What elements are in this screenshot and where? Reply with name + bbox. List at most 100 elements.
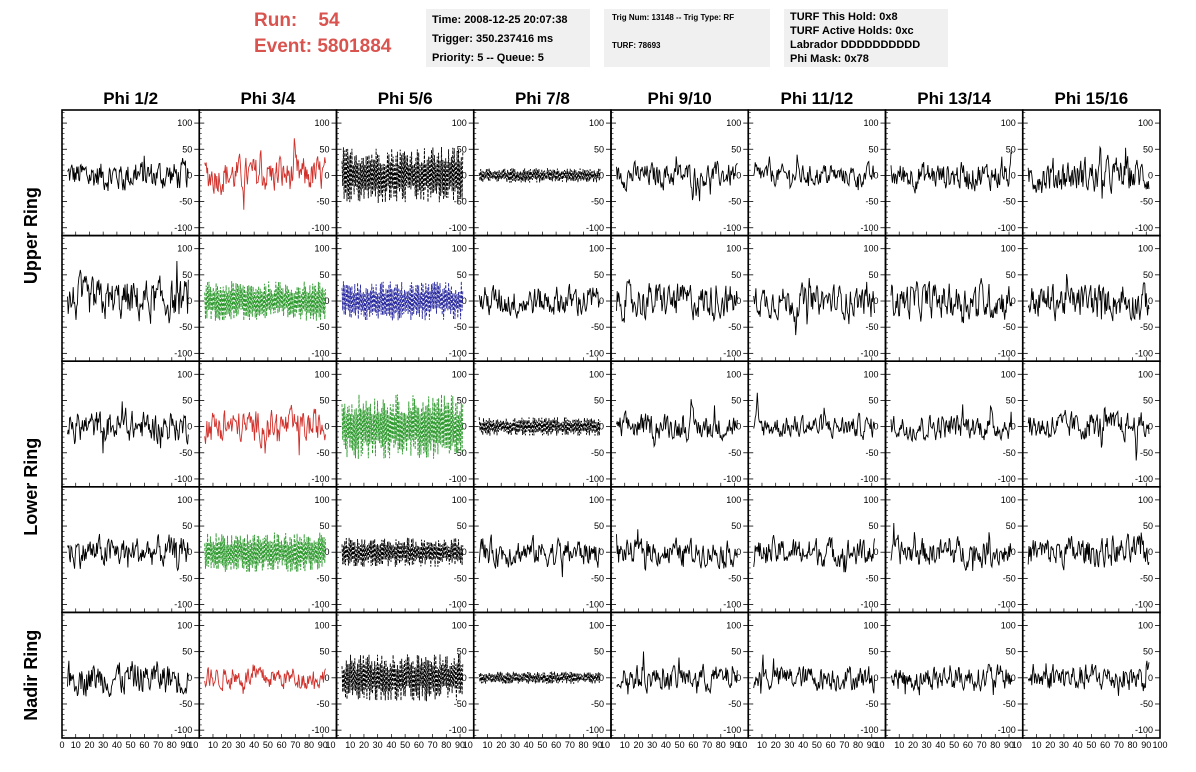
- panel-r2-c7: -100 -50 0 50 100: [884, 234, 1024, 363]
- waveform-trace: [341, 281, 464, 321]
- column-header-8: Phi 15/16: [1055, 89, 1129, 108]
- y-tick-label: 100: [314, 620, 329, 630]
- y-tick-label: 100: [1001, 244, 1016, 254]
- panel-frame: [198, 611, 338, 739]
- y-tick-label: 50: [1143, 270, 1153, 280]
- y-tick-label: 100: [863, 620, 878, 630]
- y-tick-label: 0: [187, 422, 192, 432]
- y-tick-label: -100: [1135, 600, 1153, 610]
- y-tick-label: -100: [723, 348, 741, 358]
- y-tick-label: -100: [311, 600, 329, 610]
- y-tick-label: 100: [177, 620, 192, 630]
- panel-r3-c4: -100 -50 0 50 100: [472, 360, 612, 488]
- y-tick-label: 0: [324, 170, 329, 180]
- x-tick-label: 30: [1059, 740, 1069, 750]
- y-tick-label: -50: [1140, 573, 1153, 583]
- y-tick-label: -50: [865, 573, 878, 583]
- y-tick-label: 0: [1148, 547, 1153, 557]
- waveform-trace: [890, 278, 1013, 324]
- y-tick-label: -100: [174, 725, 192, 735]
- x-tick-label: 80: [304, 740, 314, 750]
- panel-r2-c6: -100 -50 0 50 100: [747, 234, 887, 363]
- y-tick-label: 0: [599, 296, 604, 306]
- y-tick-label: 100: [1138, 495, 1153, 505]
- x-tick-label: 50: [949, 740, 959, 750]
- y-tick-label: 0: [1148, 422, 1153, 432]
- y-tick-label: 0: [736, 296, 741, 306]
- waveform-trace: [341, 394, 464, 460]
- x-tick-label: 10: [600, 740, 610, 750]
- x-tick-label: 30: [922, 740, 932, 750]
- x-tick-label: 70: [290, 740, 300, 750]
- y-tick-label: -50: [591, 699, 604, 709]
- y-tick-label: 50: [182, 521, 192, 531]
- y-tick-label: -50: [316, 699, 329, 709]
- y-tick-label: 0: [187, 170, 192, 180]
- panel-r3-c7: -100 -50 0 50 100: [884, 360, 1024, 488]
- waveform-trace: [67, 155, 189, 192]
- y-tick-label: -50: [179, 573, 192, 583]
- x-tick-label: 40: [798, 740, 808, 750]
- x-tick-label: 80: [853, 740, 863, 750]
- waveform-trace: [890, 663, 1013, 696]
- y-tick-label: 0: [187, 547, 192, 557]
- x-tick-label: 90: [455, 740, 465, 750]
- y-tick-label: -100: [723, 725, 741, 735]
- y-tick-label: 0: [324, 296, 329, 306]
- y-tick-label: 50: [731, 395, 741, 405]
- panel-frame: [472, 485, 612, 614]
- y-tick-label: 100: [314, 495, 329, 505]
- y-tick-label: -100: [998, 600, 1016, 610]
- y-tick-label: 0: [462, 422, 467, 432]
- y-tick-label: 0: [873, 547, 878, 557]
- panel-frame: [610, 360, 750, 488]
- waveform-trace: [204, 664, 326, 694]
- panel-r1-c8: -100 -50 0 50 100: [1021, 109, 1161, 237]
- y-tick-label: -100: [723, 600, 741, 610]
- waveform-trace: [478, 417, 601, 436]
- y-tick-label: 0: [324, 422, 329, 432]
- y-tick-label: -50: [1003, 573, 1016, 583]
- y-tick-label: -100: [586, 725, 604, 735]
- waveform-trace: [67, 401, 189, 454]
- y-tick-label: -50: [865, 322, 878, 332]
- y-tick-label: -100: [174, 474, 192, 484]
- y-tick-label: 0: [599, 673, 604, 683]
- y-tick-label: -50: [1140, 699, 1153, 709]
- waveform-trace: [753, 534, 875, 573]
- y-tick-label: 0: [599, 170, 604, 180]
- y-tick-label: -50: [454, 448, 467, 458]
- panel-r2-c2: -100 -50 0 50 100: [198, 234, 338, 363]
- panel-r2-c5: -100 -50 0 50 100: [610, 234, 750, 363]
- column-header-5: Phi 9/10: [647, 89, 711, 108]
- run-event-block: Run: 54 Event: 5801884: [254, 8, 391, 60]
- waveform-trace: [753, 392, 875, 441]
- y-tick-label: -100: [860, 600, 878, 610]
- y-tick-label: 100: [1001, 118, 1016, 128]
- x-tick-label: 90: [592, 740, 602, 750]
- y-tick-label: -100: [998, 725, 1016, 735]
- y-tick-label: 50: [1143, 144, 1153, 154]
- time-line: Time: 2008-12-25 20:07:38: [432, 14, 568, 26]
- y-tick-label: -50: [316, 448, 329, 458]
- y-tick-label: 50: [1006, 270, 1016, 280]
- y-tick-label: 50: [868, 521, 878, 531]
- y-tick-label: 50: [1143, 395, 1153, 405]
- y-tick-label: -50: [179, 322, 192, 332]
- x-tick-label: 10: [737, 740, 747, 750]
- x-tick-label: 10: [71, 740, 81, 750]
- y-tick-label: -50: [728, 699, 741, 709]
- y-tick-label: -50: [591, 197, 604, 207]
- x-tick-label: 20: [496, 740, 506, 750]
- x-tick-label: 20: [84, 740, 94, 750]
- y-tick-label: 0: [462, 170, 467, 180]
- y-tick-label: -50: [865, 448, 878, 458]
- y-tick-label: 0: [1148, 673, 1153, 683]
- panel-frame: [198, 485, 338, 614]
- panel-frame: [747, 234, 887, 363]
- y-tick-label: 100: [726, 495, 741, 505]
- x-tick-label: 10: [325, 740, 335, 750]
- x-tick-label: 30: [235, 740, 245, 750]
- waveform-trace: [204, 281, 326, 321]
